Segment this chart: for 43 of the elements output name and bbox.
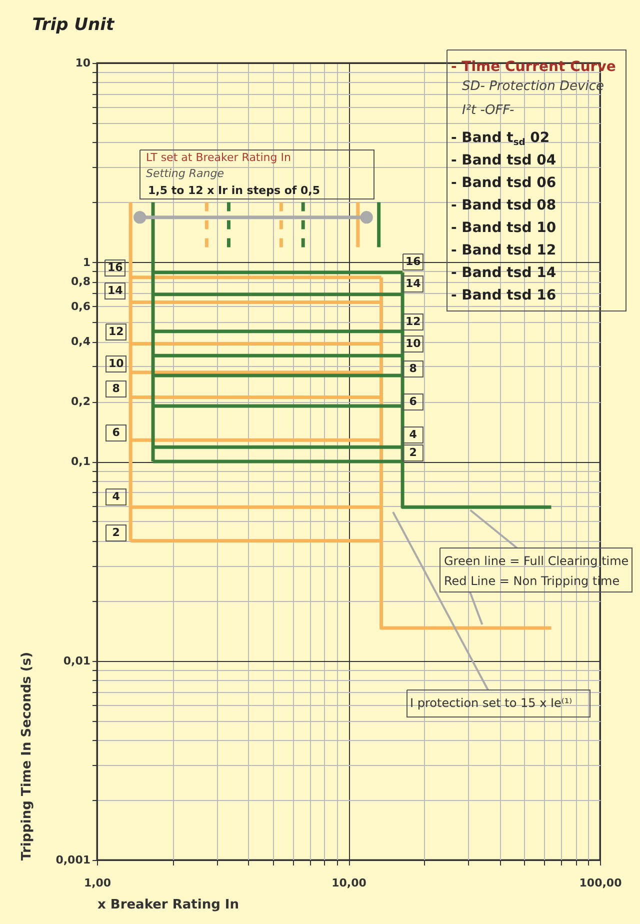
y-tick-label: 0,001	[56, 854, 90, 866]
annotation: 2	[112, 526, 120, 539]
annotation: I²t -OFF-	[462, 103, 514, 118]
annotation: - Band tsd 14	[451, 265, 556, 281]
annotation: 8	[409, 362, 417, 375]
annotation: Setting Range	[146, 167, 224, 180]
annotation: 14	[406, 277, 422, 290]
annotation: 6	[112, 426, 120, 439]
y-axis-title: Tripping Time In Seconds (s)	[20, 652, 35, 860]
annotation: - Band tsd 06	[451, 175, 556, 191]
annotation: 6	[409, 395, 418, 408]
annotation: I protection set to 15 x Ie⁽¹⁾	[410, 696, 572, 710]
annotation: 14	[108, 284, 124, 297]
y-tick-label: 0,01	[63, 654, 90, 668]
annotation: - Band tsd 16	[451, 288, 556, 304]
x-tick-label: 1,00	[84, 876, 112, 890]
annotation: Green line = Full Clearing time	[444, 554, 629, 568]
y-tick-label: 0,4	[71, 335, 91, 348]
x-tick-label: 10,00	[332, 876, 367, 890]
annotation: 16	[108, 261, 124, 274]
annotation: 12	[406, 315, 421, 328]
annotation: - Band tsd 10	[451, 220, 556, 236]
annotation: 10	[108, 357, 124, 370]
y-tick-label: 1	[82, 256, 90, 269]
chart-title: Trip Unit	[32, 15, 115, 35]
x-tick-label: 100,00	[579, 876, 622, 890]
y-tick-label: 0,1	[71, 455, 90, 468]
y-tick-label: 0,6	[71, 300, 91, 313]
annotation: 4	[112, 490, 120, 503]
annotation: - Band tsd 12	[451, 242, 556, 258]
annotation: LT set at Breaker Rating In	[146, 151, 291, 164]
annotation: 10	[406, 337, 422, 350]
annotation: 2	[409, 446, 417, 459]
annotation: - Band tsd 08	[451, 198, 556, 214]
annotation: 12	[108, 325, 124, 338]
y-tick-label: 0,8	[71, 275, 90, 288]
x-axis-title: x Breaker Rating In	[98, 898, 240, 912]
annotation: 1,5 to 12 x Ir in steps of 0,5	[148, 184, 320, 197]
annotation: 8	[112, 382, 120, 395]
annotation: 4	[409, 428, 418, 441]
annotation: - Band tsd 04	[451, 152, 556, 168]
y-tick-label: 10	[75, 56, 91, 70]
y-tick-label: 0,2	[71, 395, 90, 408]
